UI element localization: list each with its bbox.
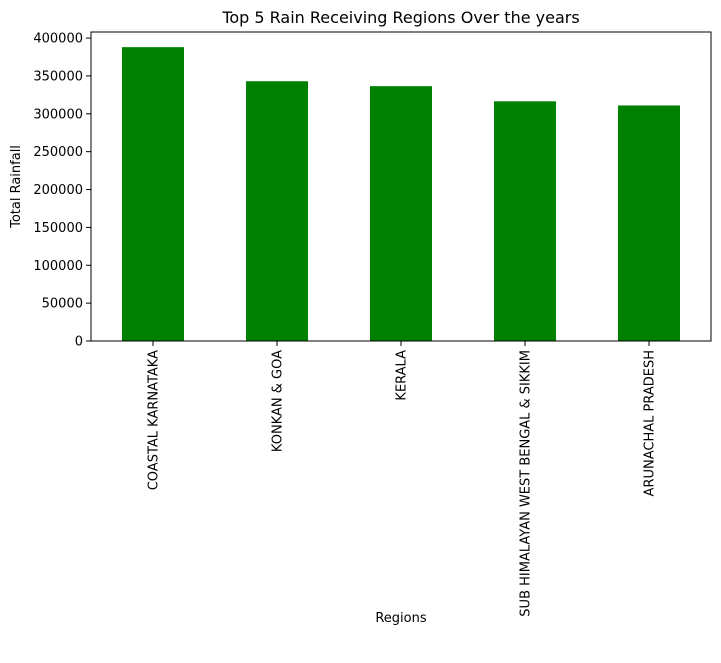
x-tick-label: KONKAN & GOA xyxy=(271,350,286,452)
y-axis-label: Total Rainfall xyxy=(9,145,24,229)
y-tick-label: 200000 xyxy=(33,183,83,198)
x-tick-label: SUB HIMALAYAN WEST BENGAL & SIKKIM xyxy=(519,350,534,617)
bar xyxy=(122,47,184,341)
x-tick-label: COASTAL KARNATAKA xyxy=(147,350,162,490)
y-tick-label: 100000 xyxy=(33,259,83,274)
y-tick-label: 0 xyxy=(75,335,83,350)
x-axis-label: Regions xyxy=(375,611,427,626)
y-tick-label: 400000 xyxy=(33,32,83,47)
plot-frame xyxy=(90,31,712,342)
y-tick-label: 350000 xyxy=(33,69,83,84)
y-tick-label: 150000 xyxy=(33,221,83,236)
y-tick-label: 50000 xyxy=(42,297,83,312)
y-tick-label: 250000 xyxy=(33,145,83,160)
bar xyxy=(494,101,556,341)
x-tick-label: KERALA xyxy=(395,350,410,401)
plot-area: 0 50000 100000 150000 200000 250000 300000 3500… xyxy=(33,32,680,617)
bar xyxy=(246,81,308,342)
x-tick-label: ARUNACHAL PRADESH xyxy=(643,350,658,496)
bar xyxy=(618,105,680,342)
y-tick-label: 300000 xyxy=(33,107,83,122)
bar xyxy=(370,86,432,342)
chart-title: Top 5 Rain Receiving Regions Over the ye… xyxy=(221,8,579,27)
